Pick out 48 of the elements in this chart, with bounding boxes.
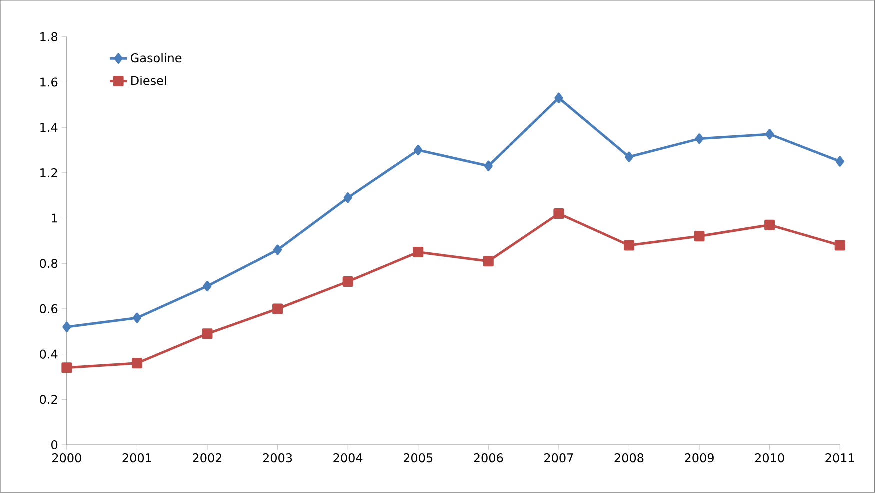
point: [342, 276, 354, 288]
x-tick-label: 2001: [122, 454, 152, 463]
point: [624, 152, 634, 162]
point: [554, 208, 564, 220]
legend-label: Gasoline: [131, 53, 182, 63]
x-tick-label: 2008: [614, 454, 644, 463]
y-tick-label: 0: [52, 440, 58, 450]
point: [834, 240, 846, 251]
y-tick-label: 0.8: [40, 259, 58, 268]
point: [202, 328, 213, 340]
x-tick-label: 2007: [544, 454, 574, 463]
x-tick-label: 2000: [52, 454, 82, 463]
y-tick-label: 0.2: [40, 395, 58, 404]
x-tick-label: 2002: [193, 454, 222, 463]
point: [132, 358, 142, 369]
y-tick-label: 1.8: [40, 32, 58, 42]
point: [483, 256, 494, 267]
point: [272, 304, 284, 314]
point: [414, 145, 423, 156]
point: [344, 192, 352, 204]
y-tick-label: 1.4: [40, 123, 58, 132]
x-tick-label: 2010: [755, 454, 784, 463]
point: [484, 160, 493, 172]
point: [413, 247, 424, 258]
x-tick-label: 2003: [263, 454, 292, 463]
y-tick-label: 0.6: [40, 304, 58, 314]
x-tick-label: 2006: [474, 454, 504, 463]
point: [62, 322, 72, 332]
point: [836, 156, 844, 167]
point: [764, 220, 776, 230]
y-tick-label: 1: [52, 214, 58, 223]
point: [203, 281, 212, 292]
y-tick-label: 0.4: [40, 350, 58, 359]
y-tick-label: 1.2: [40, 168, 58, 178]
x-tick-label: 2011: [826, 454, 854, 463]
point: [695, 134, 704, 144]
point: [62, 362, 72, 374]
point: [274, 244, 282, 256]
point: [132, 312, 142, 324]
point: [694, 231, 705, 242]
point: [624, 240, 634, 251]
point: [766, 129, 774, 140]
legend-label: Diesel: [132, 76, 166, 86]
x-tick-label: 2004: [334, 454, 363, 463]
y-tick-label: 1.6: [40, 78, 58, 87]
x-tick-label: 2005: [404, 454, 433, 463]
x-tick-label: 2009: [685, 454, 714, 463]
point: [554, 92, 564, 104]
